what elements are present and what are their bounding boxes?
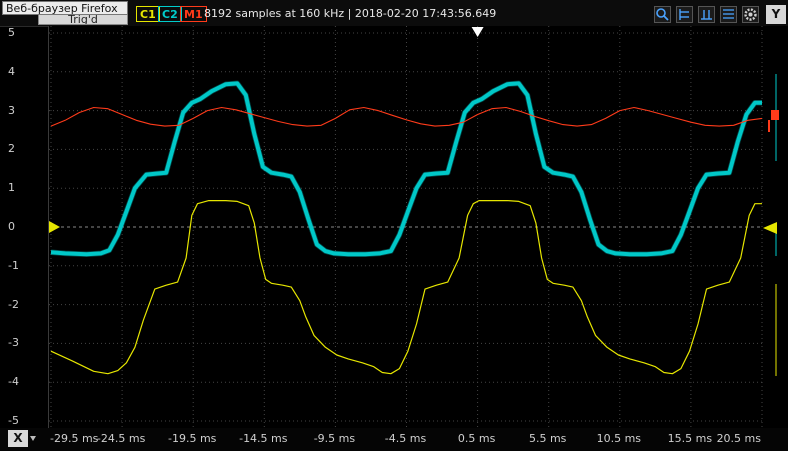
top-toolbar: Trig'd Веб-браузер Firefox C1 C2 M1 8192… xyxy=(0,0,788,27)
c1-ground-marker xyxy=(49,221,60,233)
y-axis-button[interactable]: Y xyxy=(766,5,786,24)
channel-c1-badge[interactable]: C1 xyxy=(136,6,160,22)
x-tick-label: 0.5 ms xyxy=(457,432,496,445)
series-line-1 xyxy=(50,81,762,257)
cursor-vertical-button[interactable] xyxy=(698,6,715,23)
chevron-down-icon[interactable] xyxy=(30,436,36,441)
settings-icon xyxy=(744,8,757,21)
y-tick-label: 5 xyxy=(8,26,15,39)
cursor-h-icon xyxy=(679,9,689,20)
cursor-horizontal-button[interactable] xyxy=(676,6,693,23)
channel-marker-bar[interactable] xyxy=(763,26,788,428)
channel-c2-badge[interactable]: C2 xyxy=(158,6,182,22)
x-tick-label: 10.5 ms xyxy=(596,432,642,445)
c1-level-marker[interactable] xyxy=(763,222,777,376)
zoom-icon xyxy=(656,8,669,21)
waveform-plot[interactable] xyxy=(48,26,764,428)
y-tick-label: -4 xyxy=(8,375,19,389)
trigger-position-marker xyxy=(471,27,484,37)
series-line-2 xyxy=(50,106,763,127)
x-tick-label: 15.5 ms xyxy=(667,432,713,445)
measure-icon xyxy=(723,9,734,19)
x-tick-label: 5.5 ms xyxy=(528,432,567,445)
zoom-button[interactable] xyxy=(654,6,671,23)
y-tick-label: -1 xyxy=(8,258,19,272)
math-m1-badge[interactable]: M1 xyxy=(180,6,207,22)
x-tick-label: -24.5 ms xyxy=(96,432,146,445)
y-tick-label: 2 xyxy=(8,142,15,156)
y-axis: 5 4 3 2 1 0 -1 -2 -3 -4 -5 xyxy=(0,26,30,428)
y-tick-label: -3 xyxy=(8,336,19,350)
y-tick-label: -2 xyxy=(8,297,19,311)
x-tick-label: -29.5 ms xyxy=(50,432,99,445)
x-axis-button[interactable]: X xyxy=(8,430,28,447)
x-tick-label: 20.5 ms xyxy=(716,432,761,445)
measure-button[interactable] xyxy=(720,6,737,23)
y-tick-label: 3 xyxy=(8,103,15,117)
m1-level-marker[interactable] xyxy=(768,110,779,132)
y-tick-label: 0 xyxy=(8,220,15,233)
cursor-v-icon xyxy=(701,10,712,20)
series-line-0 xyxy=(50,200,762,375)
y-tick-label: 4 xyxy=(8,64,15,78)
x-tick-label: -9.5 ms xyxy=(313,432,356,445)
x-axis-bar: X -29.5 ms -24.5 ms -19.5 ms -14.5 ms -9.5 m… xyxy=(0,428,788,451)
acquisition-info: 8192 samples at 160 kHz | 2018-02-20 17:… xyxy=(204,7,497,20)
x-tick-label: -14.5 ms xyxy=(239,432,288,445)
y-tick-label: -5 xyxy=(8,414,19,427)
x-tick-label: -4.5 ms xyxy=(384,432,427,445)
x-tick-label: -19.5 ms xyxy=(167,432,217,445)
taskbar-tooltip: Веб-браузер Firefox xyxy=(2,1,128,15)
y-tick-label: 1 xyxy=(8,181,15,195)
settings-button[interactable] xyxy=(742,6,759,23)
